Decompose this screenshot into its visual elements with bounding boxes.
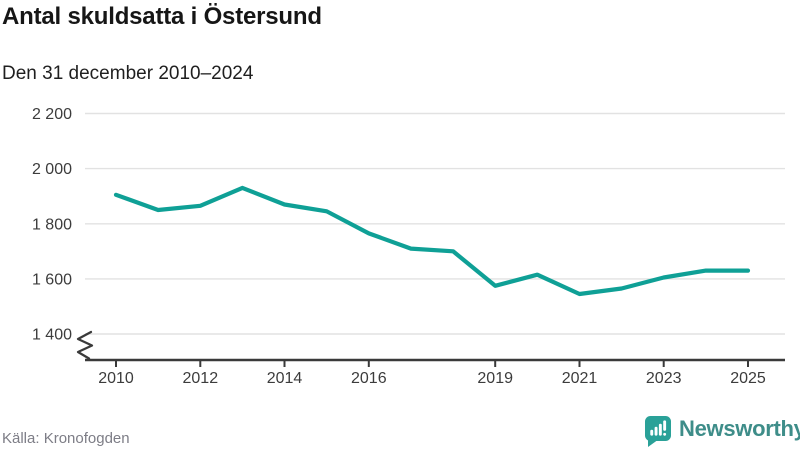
x-axis-tick-label: 2016 (351, 370, 387, 387)
y-axis-break-icon (76, 330, 94, 360)
x-axis-tick-label: 2019 (477, 370, 513, 387)
brand-logo: Newsworthy (644, 415, 800, 448)
source-note: Källa: Kronofogden (2, 430, 130, 447)
y-axis-labels: 1 400 1 600 1 800 2 000 2 200 (32, 106, 72, 344)
chart-title: Antal skuldsatta i Östersund (2, 3, 322, 30)
x-axis-labels: 2010 2012 2014 2016 2019 2021 2023 2025 (98, 361, 766, 387)
newsworthy-bars-icon (645, 416, 671, 447)
gridlines (85, 112, 785, 335)
x-axis-tick-label: 2014 (267, 370, 303, 387)
y-axis-tick-label: 1 800 (32, 216, 72, 233)
x-axis-tick-label: 2025 (730, 370, 766, 387)
chart-subtitle: Den 31 december 2010–2024 (2, 63, 254, 84)
y-axis-tick-label: 1 600 (32, 271, 72, 288)
data-line (113, 185, 751, 297)
x-axis-tick-label: 2012 (183, 370, 219, 387)
y-axis-tick-label: 2 200 (32, 106, 72, 123)
x-axis-tick-label: 2010 (98, 370, 134, 387)
x-axis-tick-label: 2021 (562, 370, 598, 387)
y-axis-tick-label: 2 000 (32, 161, 72, 178)
brand-name: Newsworthy (679, 416, 800, 441)
x-axis-tick-label: 2023 (646, 370, 682, 387)
y-axis-tick-label: 1 400 (32, 327, 72, 344)
